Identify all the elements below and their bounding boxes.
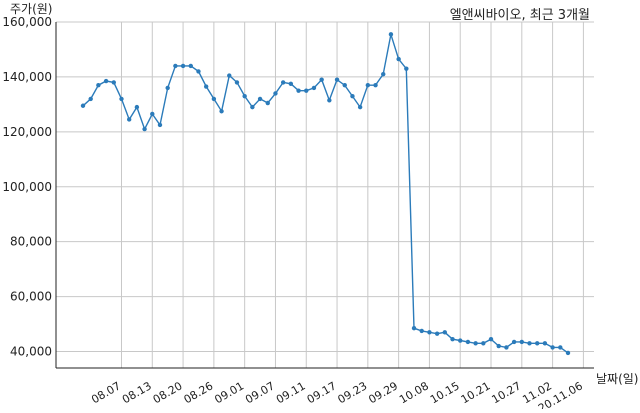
data-point [411, 325, 417, 331]
data-point [280, 80, 286, 85]
price-series [80, 32, 571, 356]
data-point [481, 341, 486, 346]
x-tick-label: 08.26 [182, 379, 216, 406]
data-point [465, 339, 471, 345]
data-point [119, 96, 124, 102]
data-point [404, 66, 409, 71]
chart-title: 엘앤씨바이오, 최근 3개월 [450, 8, 590, 23]
x-tick-label: 10.27 [490, 379, 524, 406]
data-point [334, 77, 340, 82]
data-point [496, 343, 501, 349]
data-point [273, 91, 278, 96]
data-point [211, 96, 217, 102]
x-tick-label: 09.23 [336, 379, 370, 406]
data-point [126, 117, 132, 122]
data-point [357, 104, 363, 110]
data-point [242, 93, 247, 99]
data-point [381, 71, 386, 77]
x-tick-labels: 08.0708.1308.2008.2609.0109.0709.1109.17… [89, 379, 585, 413]
x-tick-label: 09.07 [243, 379, 277, 406]
data-point [442, 330, 448, 335]
data-point [103, 78, 109, 84]
data-point [165, 85, 170, 91]
data-point [288, 81, 294, 86]
data-point [219, 109, 224, 114]
price-line [82, 34, 569, 354]
y-tick-label: 80,000 [10, 235, 52, 249]
data-point [157, 122, 163, 128]
data-point [180, 63, 186, 69]
axes [55, 22, 594, 369]
data-point [257, 96, 263, 102]
data-point [565, 350, 571, 356]
data-point [188, 63, 193, 69]
data-point [150, 111, 155, 117]
x-tick-label: 08.13 [120, 379, 154, 406]
data-point [88, 96, 93, 102]
y-tick-label: 40,000 [10, 345, 52, 359]
x-tick-label: 09.17 [305, 379, 339, 406]
data-point [450, 336, 455, 342]
data-point [96, 82, 101, 88]
x-tick-label: 10.15 [428, 379, 462, 406]
y-tick-labels: 40,000 60,000 80,000 100,000 120,000 140,000 1… [2, 15, 52, 359]
x-tick-label: 10.08 [397, 379, 431, 406]
data-point [319, 77, 324, 82]
data-point [427, 330, 432, 335]
data-point [203, 84, 209, 89]
data-point [227, 73, 232, 78]
data-point [511, 339, 517, 345]
data-point [473, 341, 478, 346]
data-point [542, 341, 548, 346]
data-point [365, 82, 371, 88]
data-point [111, 80, 116, 85]
data-point [234, 80, 240, 85]
data-point [142, 126, 147, 132]
data-point [80, 103, 86, 108]
data-point [304, 88, 309, 93]
y-axis-label: 주가(원) [10, 2, 52, 16]
data-point [296, 88, 301, 93]
data-point [388, 32, 394, 37]
data-point [250, 104, 255, 110]
data-point [196, 69, 201, 74]
x-tick-label: 08.07 [89, 379, 123, 406]
data-point [134, 104, 140, 110]
data-point [558, 345, 563, 350]
data-point [327, 98, 332, 103]
data-point [458, 338, 463, 343]
data-point [350, 93, 355, 99]
x-tick-label: 08.20 [151, 379, 185, 406]
data-point [173, 63, 178, 69]
data-point [488, 336, 494, 342]
data-point [550, 345, 555, 350]
x-tick-label: 09.11 [274, 379, 308, 406]
x-axis-label: 날짜(일) [596, 372, 638, 386]
data-point [535, 341, 540, 346]
data-point [311, 85, 317, 91]
data-point [504, 345, 509, 350]
data-point [519, 339, 525, 345]
data-point [396, 56, 401, 62]
y-tick-label: 120,000 [2, 125, 52, 139]
data-point [373, 82, 378, 88]
data-point [434, 331, 440, 336]
grid [56, 21, 594, 368]
y-tick-label: 60,000 [10, 290, 52, 304]
data-point [419, 328, 424, 334]
data-point [342, 82, 347, 88]
x-tick-label: 09.01 [212, 379, 246, 406]
y-tick-label: 160,000 [2, 15, 52, 29]
y-tick-label: 100,000 [2, 180, 52, 194]
x-tick-label: 10.21 [459, 379, 493, 406]
y-tick-label: 140,000 [2, 70, 52, 84]
data-point [527, 341, 532, 346]
data-point [265, 100, 270, 106]
x-tick-label: 09.29 [366, 379, 400, 406]
